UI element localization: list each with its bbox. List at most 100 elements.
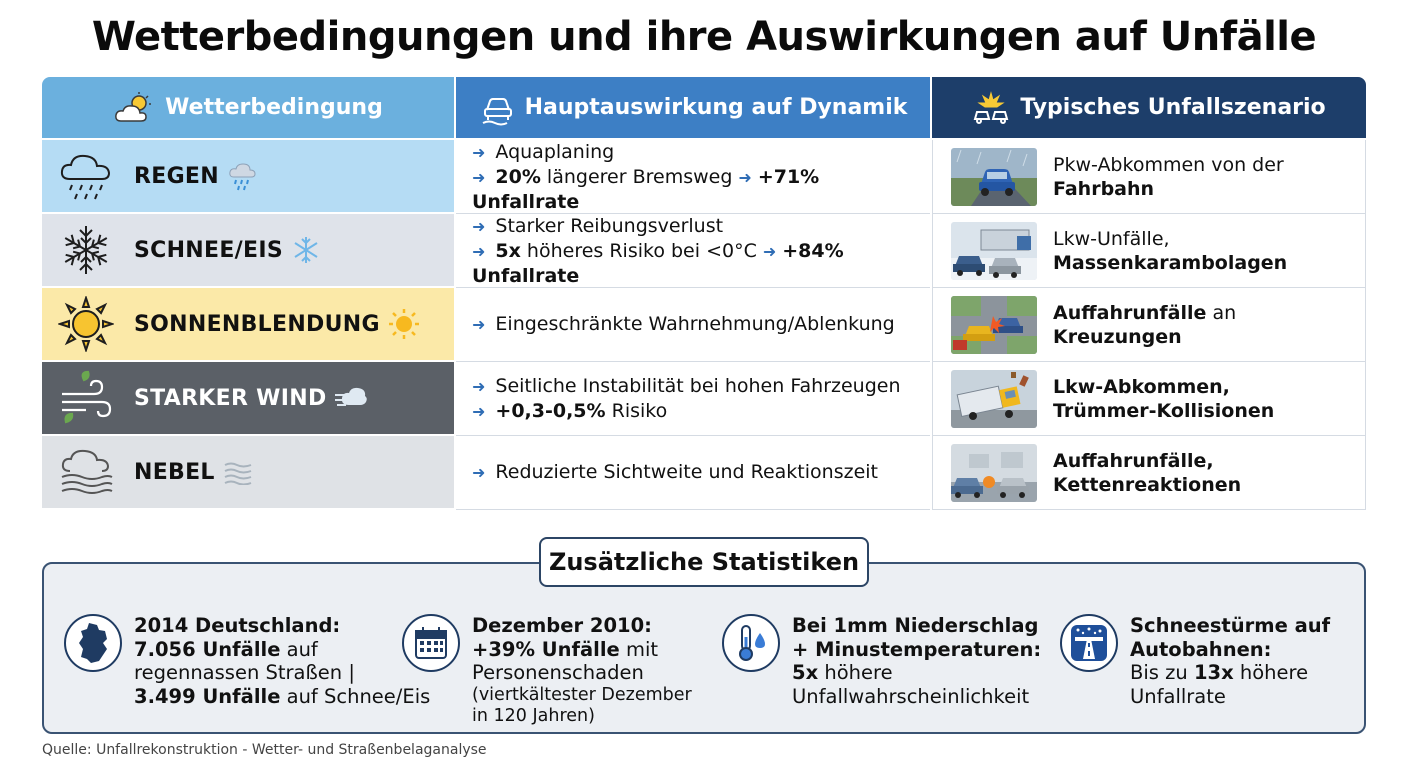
scenario-bold: Massenkarambolagen xyxy=(1053,251,1288,274)
scenario-text: Auffahrunfälle an Kreuzungen xyxy=(1053,301,1236,349)
stat-plain: auf Schnee/Eis xyxy=(280,684,431,708)
scenario-cell-regen: Pkw-Abkommen von der Fahrbahn xyxy=(932,140,1366,214)
table-row-schnee: SCHNEE/EIS ➜ Starker Reibungsverlust ➜ 5x … xyxy=(42,214,1366,288)
stat-text: Bei 1mm Niederschlag + Minustemperaturen… xyxy=(792,614,1042,708)
scenario-plain: an xyxy=(1206,301,1237,324)
page-title: Wetterbedingungen und ihre Auswirkungen … xyxy=(91,14,1317,60)
truck-pileup-image xyxy=(951,221,1037,280)
snowy-highway-icon xyxy=(1060,614,1118,672)
effect-bold: +84% Unfallrate xyxy=(472,239,844,287)
effect-line: ➜ Seitliche Instabilität bei hohen Fahrze… xyxy=(472,374,930,399)
stat-germany-2014: 2014 Deutschland: 7.056 Unfälle auf rege… xyxy=(64,614,430,708)
truck-overturn-image xyxy=(951,369,1037,428)
effect-text: Eingeschränkte Wahrnehmung/Ablenkung xyxy=(495,313,895,335)
stats-title: Zusätzliche Statistiken xyxy=(539,537,869,587)
effect-line: ➜ Reduzierte Sichtweite und Reaktionszeit xyxy=(472,460,930,485)
condition-cell-wind: STARKER WIND xyxy=(42,362,454,434)
wind-emoji-icon xyxy=(334,381,369,415)
fog-icon xyxy=(56,442,116,502)
stat-plain: auf xyxy=(280,637,318,661)
rain-emoji-icon xyxy=(227,159,261,193)
effect-text: Seitliche Instabilität bei hohen Fahrzeu… xyxy=(495,374,901,397)
condition-cell-nebel: NEBEL xyxy=(42,436,454,508)
snowflake-emoji-icon xyxy=(291,233,325,267)
stat-heading: Bei 1mm Niederschlag + Minustemperaturen… xyxy=(792,614,1042,661)
effect-line: ➜ Aquaplaning xyxy=(472,140,930,165)
effect-text: Starker Reibungsverlust xyxy=(495,214,724,237)
scenario-cell-sonne: Auffahrunfälle an Kreuzungen xyxy=(932,288,1366,362)
calendar-icon xyxy=(402,614,460,672)
scenario-bold: Auffahrunfälle, xyxy=(1053,449,1214,472)
stat-snowstorms: Schneestürme auf Autobahnen: Bis zu 13x … xyxy=(1060,614,1350,708)
stat-plain: Unfallwahrscheinlichkeit xyxy=(792,684,1030,708)
condition-name: STARKER WIND xyxy=(134,385,327,411)
effect-bold: +71% Unfallrate xyxy=(472,165,820,213)
fog-chain-crash-image xyxy=(951,443,1037,502)
table-row-regen: REGEN ➜ Aquaplaning ➜ 20% längerer Bremswe… xyxy=(42,140,1366,214)
effect-cell-regen: ➜ Aquaplaning ➜ 20% längerer Bremsweg ➜ +71%… xyxy=(456,140,930,214)
sun-cloud-icon xyxy=(115,91,152,122)
stat-heading: 2014 Deutschland: xyxy=(134,614,341,637)
effect-text: längerer Bremsweg xyxy=(540,165,733,188)
table-row-wind: STARKER WIND ➜ Seitliche Instabilität bei… xyxy=(42,362,1366,436)
rain-cloud-icon xyxy=(56,146,116,206)
header-scenario: Typisches Unfallszenario xyxy=(932,77,1366,138)
condition-name: SCHNEE/EIS xyxy=(134,237,283,263)
scenario-cell-nebel: Auffahrunfälle, Kettenreaktionen xyxy=(932,436,1366,510)
car-off-road-image xyxy=(951,147,1037,206)
effect-cell-wind: ➜ Seitliche Instabilität bei hohen Fahrze… xyxy=(456,362,930,436)
stat-plain: höhere xyxy=(1233,661,1309,684)
stat-heading: Schneestürme auf Autobahnen: xyxy=(1130,614,1331,661)
stat-bold: +39% Unfälle xyxy=(472,637,620,661)
skidding-car-icon xyxy=(482,97,512,125)
scenario-text: Pkw-Abkommen von der Fahrbahn xyxy=(1053,153,1284,201)
intersection-crash-image xyxy=(951,295,1037,354)
germany-map-icon xyxy=(64,614,122,672)
arrow-icon: ➜ xyxy=(472,167,486,187)
effect-line: ➜ Eingeschränkte Wahrnehmung/Ablenkung xyxy=(472,312,930,337)
effect-bold: +0,3-0,5% xyxy=(495,399,606,422)
scenario-plain: Lkw-Unfälle, xyxy=(1053,227,1170,250)
condition-name: REGEN xyxy=(134,163,219,189)
stat-plain: Bis zu xyxy=(1130,661,1194,684)
arrow-icon: ➜ xyxy=(472,463,486,482)
stat-plain: Personenschaden xyxy=(472,661,644,684)
stat-plain: regennassen Straßen | xyxy=(134,661,355,684)
condition-name: SONNENBLENDUNG xyxy=(134,311,380,337)
effect-line: ➜ +0,3-0,5% Risiko xyxy=(472,399,930,424)
effect-text: höheres Risiko bei <0°C xyxy=(520,239,757,262)
effect-cell-sonne: ➜ Eingeschränkte Wahrnehmung/Ablenkung xyxy=(456,288,930,362)
effect-line: ➜ Starker Reibungsverlust xyxy=(472,214,930,239)
condition-cell-schnee: SCHNEE/EIS xyxy=(42,214,454,286)
stats-panel xyxy=(42,562,1366,734)
scenario-cell-schnee: Lkw-Unfälle, Massenkarambolagen xyxy=(932,214,1366,288)
arrow-icon: ➜ xyxy=(472,216,486,236)
condition-cell-sonne: SONNENBLENDUNG xyxy=(42,288,454,360)
header-effect-label: Hauptauswirkung auf Dynamik xyxy=(524,95,908,120)
stat-heading: Dezember 2010: xyxy=(472,614,652,637)
arrow-icon: ➜ xyxy=(472,401,486,421)
effect-text: Reduzierte Sichtweite und Reaktionszeit xyxy=(495,461,878,483)
arrow-icon: ➜ xyxy=(738,167,752,187)
arrow-icon: ➜ xyxy=(472,376,486,396)
effect-line: ➜ 20% längerer Bremsweg ➜ +71% Unfallrate xyxy=(472,165,930,214)
condition-cell-regen: REGEN xyxy=(42,140,454,212)
stat-plain: Unfallrate xyxy=(1130,684,1226,708)
effect-text: Risiko xyxy=(605,399,668,422)
arrow-icon: ➜ xyxy=(472,315,486,334)
scenario-bold: Auffahrunfälle xyxy=(1053,301,1207,324)
source-note: Quelle: Unfallrekonstruktion - Wetter- u… xyxy=(42,742,487,758)
stat-plain: höhere xyxy=(818,661,893,684)
header-scenario-label: Typisches Unfallszenario xyxy=(1020,95,1326,120)
stat-december-2010: Dezember 2010: +39% Unfälle mit Personen… xyxy=(402,614,702,727)
scenario-bold: Lkw-Abkommen, xyxy=(1053,375,1230,398)
scenario-text: Lkw-Abkommen, Trümmer-Kollisionen xyxy=(1053,375,1274,423)
scenario-cell-wind: Lkw-Abkommen, Trümmer-Kollisionen xyxy=(932,362,1366,436)
scenario-bold: Fahrbahn xyxy=(1053,177,1155,200)
sun-emoji-icon xyxy=(388,307,422,341)
weather-table: Wetterbedingung Hauptauswirkung auf Dyna… xyxy=(42,77,1366,510)
arrow-icon: ➜ xyxy=(762,241,777,261)
scenario-bold: Trümmer-Kollisionen xyxy=(1053,399,1275,422)
header-effect: Hauptauswirkung auf Dynamik xyxy=(456,77,930,138)
stat-bold: 5x xyxy=(792,661,819,684)
